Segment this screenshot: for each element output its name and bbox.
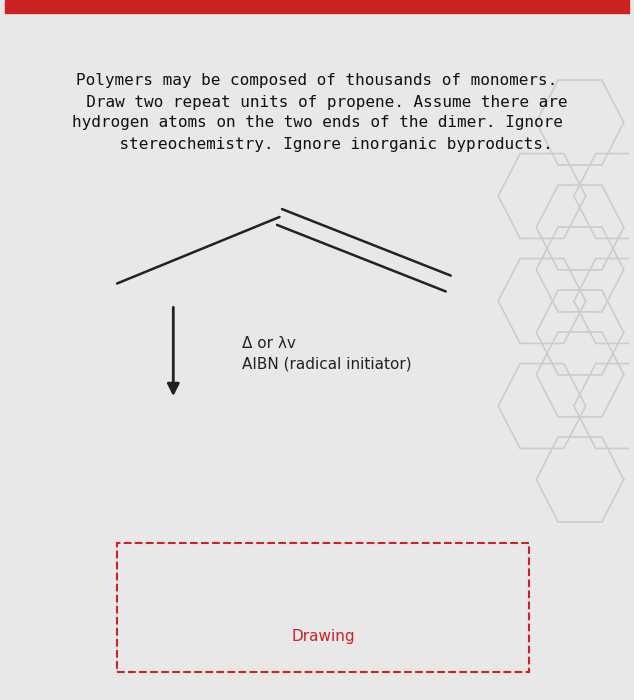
Text: Polymers may be composed of thousands of monomers.
  Draw two repeat units of pr: Polymers may be composed of thousands of… xyxy=(67,74,567,151)
Bar xyxy=(117,542,529,672)
Text: Δ or λv: Δ or λv xyxy=(242,335,296,351)
Text: Drawing: Drawing xyxy=(292,629,355,645)
Text: AIBN (radical initiator): AIBN (radical initiator) xyxy=(242,356,411,372)
Bar xyxy=(4,0,630,13)
